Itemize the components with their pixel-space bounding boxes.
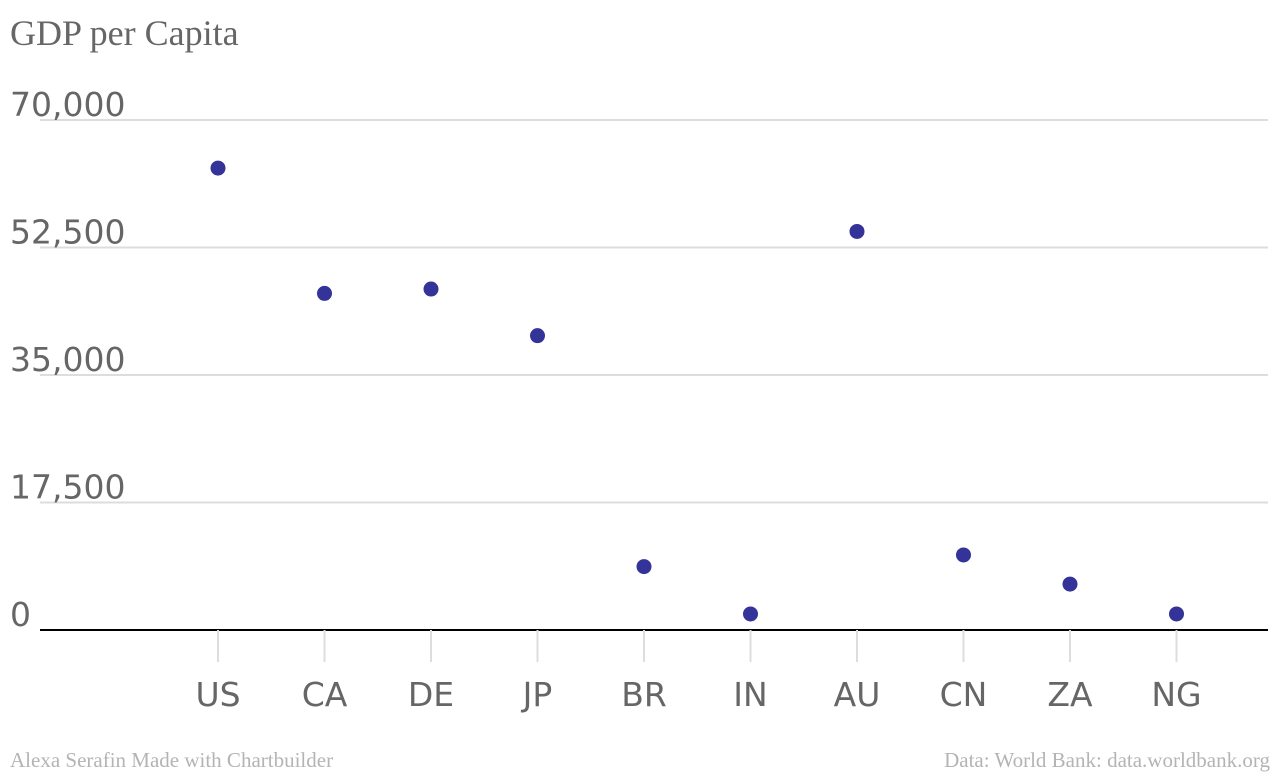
data-point-cn xyxy=(956,547,971,563)
x-tick-label: CN xyxy=(940,675,988,714)
y-tick-label: 0 xyxy=(10,595,31,634)
data-point-de xyxy=(423,281,439,297)
x-tick-label: DE xyxy=(408,675,454,714)
data-point-jp xyxy=(530,328,545,344)
y-axis-tick-labels: 0 17,500 35,000 52,500 70,000 xyxy=(10,85,125,634)
grid-lines xyxy=(40,119,1268,631)
x-axis-tick-labels: US CA DE JP BR IN AU CN ZA NG xyxy=(195,675,1201,714)
x-tick-label: JP xyxy=(521,675,553,714)
x-axis-ticks xyxy=(217,630,1178,662)
data-point-ng xyxy=(1169,606,1184,622)
data-point-us xyxy=(210,160,226,176)
x-tick-label: US xyxy=(195,675,240,714)
data-point-br xyxy=(636,559,652,575)
data-point-in xyxy=(743,606,758,622)
data-point-au xyxy=(849,223,865,239)
y-tick-label: 35,000 xyxy=(10,340,125,379)
credit-right: Data: World Bank: data.worldbank.org xyxy=(944,748,1270,772)
data-points xyxy=(210,160,1184,622)
data-point-za xyxy=(1062,576,1078,592)
x-tick-label: CA xyxy=(302,675,348,714)
credit-left: Alexa Serafin Made with Chartbuilder xyxy=(10,748,334,772)
data-point-ca xyxy=(317,285,332,301)
y-tick-label: 17,500 xyxy=(10,468,125,507)
x-tick-label: NG xyxy=(1151,675,1201,714)
x-tick-label: ZA xyxy=(1047,675,1093,714)
y-tick-label: 70,000 xyxy=(10,85,125,124)
chart-title: GDP per Capita xyxy=(10,13,239,53)
x-tick-label: AU xyxy=(834,675,881,714)
x-tick-label: IN xyxy=(733,675,767,714)
y-tick-label: 52,500 xyxy=(10,213,125,252)
x-tick-label: BR xyxy=(621,675,667,714)
